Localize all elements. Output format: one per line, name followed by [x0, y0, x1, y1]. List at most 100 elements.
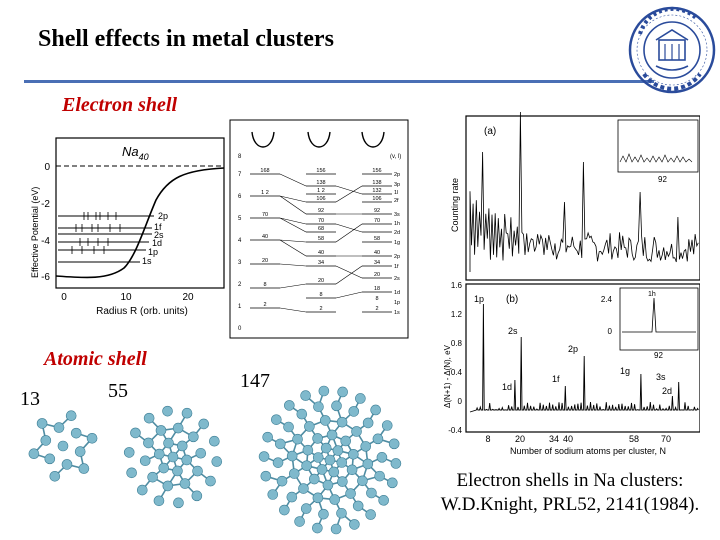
level-count: 68 — [318, 226, 324, 232]
level-label: 1s — [394, 310, 400, 316]
atom — [176, 440, 188, 452]
atom — [348, 448, 359, 460]
level-count: 58 — [318, 236, 324, 242]
atom — [296, 408, 308, 420]
inset-ytick: 2.4 — [601, 295, 613, 304]
level-count: 106 — [316, 196, 325, 202]
level-count: 40 — [318, 250, 324, 256]
icosahedral-cluster-147-image — [258, 385, 402, 535]
atom — [179, 478, 191, 489]
axis-tick: 3 — [238, 260, 242, 266]
atom — [162, 405, 173, 417]
atom — [337, 386, 348, 398]
level-count: 2 — [375, 306, 378, 312]
level-header: (v, l) — [390, 154, 401, 160]
atom — [279, 504, 290, 516]
atom — [271, 414, 282, 425]
caption-line-1: Electron shells in Na clusters: — [456, 470, 684, 491]
axis-tick: 1 — [238, 304, 242, 310]
atom — [329, 494, 341, 505]
atom — [155, 425, 167, 436]
xtick: 20 — [515, 434, 525, 444]
xtick: 20 — [182, 292, 194, 303]
atom — [211, 456, 223, 467]
delta-label: Δ(N+1) - Δ(N), eV — [443, 344, 452, 408]
peak-label: 2p — [568, 344, 578, 354]
atom — [205, 475, 216, 487]
atom — [286, 450, 298, 462]
level-count: 8 — [375, 296, 378, 302]
xtick: 70 — [661, 434, 671, 444]
page-title: Shell effects in metal clusters — [38, 26, 334, 52]
atom — [258, 451, 270, 462]
atom — [86, 432, 98, 444]
icosahedral-cluster-13-image — [28, 410, 98, 482]
potential-xlabel: Radius R (orb. units) — [96, 306, 188, 317]
shell-level-diagram: (v, l) 8 7 6 5 4 3 2 1 0 168 1 2 70 40 — [229, 119, 409, 339]
atom — [195, 447, 207, 459]
atom — [298, 483, 309, 494]
level-count: 70 — [318, 218, 324, 224]
atom — [36, 418, 48, 429]
atom — [61, 459, 73, 470]
atom — [78, 463, 90, 474]
atom — [357, 475, 368, 487]
caption-line-2: W.D.Knight, PRL52, 2141(1984). — [440, 494, 700, 515]
level-label: 2d — [394, 230, 400, 236]
level-label: 1l — [394, 190, 398, 196]
peak-label: 1p — [474, 294, 484, 304]
level-label: 3s — [394, 212, 400, 218]
atom — [324, 454, 336, 466]
level-count: 2 — [263, 302, 266, 308]
level-label: 2p — [394, 172, 400, 178]
atom — [300, 390, 311, 401]
level-count: 1 2 — [261, 190, 269, 196]
xtick: 10 — [120, 292, 132, 303]
level-count: 20 — [374, 272, 380, 278]
level-label: 2s — [154, 230, 164, 240]
atom — [374, 470, 385, 482]
level-count: 106 — [372, 196, 381, 202]
atom — [320, 442, 332, 454]
level-count: 92 — [318, 208, 324, 214]
atom — [332, 445, 344, 456]
atom — [153, 448, 165, 460]
atom — [172, 465, 183, 477]
atom — [40, 435, 52, 446]
atom — [331, 400, 342, 412]
title-divider — [24, 80, 654, 83]
atom — [181, 407, 193, 419]
atom — [53, 422, 65, 433]
level-label: 2f — [394, 198, 399, 204]
atom — [163, 437, 174, 449]
peak-label: 1d — [502, 382, 512, 392]
level-count: 20 — [318, 278, 324, 284]
atom — [262, 431, 273, 443]
level-count: 34 — [318, 260, 324, 266]
counting-rate-label: Counting rate — [450, 178, 460, 232]
atom — [302, 444, 314, 456]
electron-markers — [71, 212, 121, 254]
atom — [158, 462, 170, 474]
peak-label: 2d — [662, 386, 672, 396]
level-count: 138 — [316, 180, 325, 186]
atom — [319, 415, 331, 426]
xtick: 34 — [549, 434, 559, 444]
atom — [312, 452, 324, 463]
atom — [336, 457, 348, 468]
ytick: 0 — [458, 397, 463, 406]
inset-tick: 92 — [654, 351, 663, 360]
panel-a-label: (a) — [484, 126, 496, 137]
atom — [283, 421, 294, 433]
atom — [288, 468, 300, 479]
atom — [378, 495, 389, 506]
level-count: 18 — [374, 286, 380, 292]
icosahedral-cluster-55-image — [123, 405, 223, 509]
atom — [260, 470, 272, 482]
level-count: 58 — [374, 236, 380, 242]
axis-tick: 7 — [238, 172, 242, 178]
axis-tick: 2 — [238, 282, 242, 288]
atom — [345, 488, 356, 499]
atom — [191, 490, 203, 502]
atom — [147, 471, 158, 483]
